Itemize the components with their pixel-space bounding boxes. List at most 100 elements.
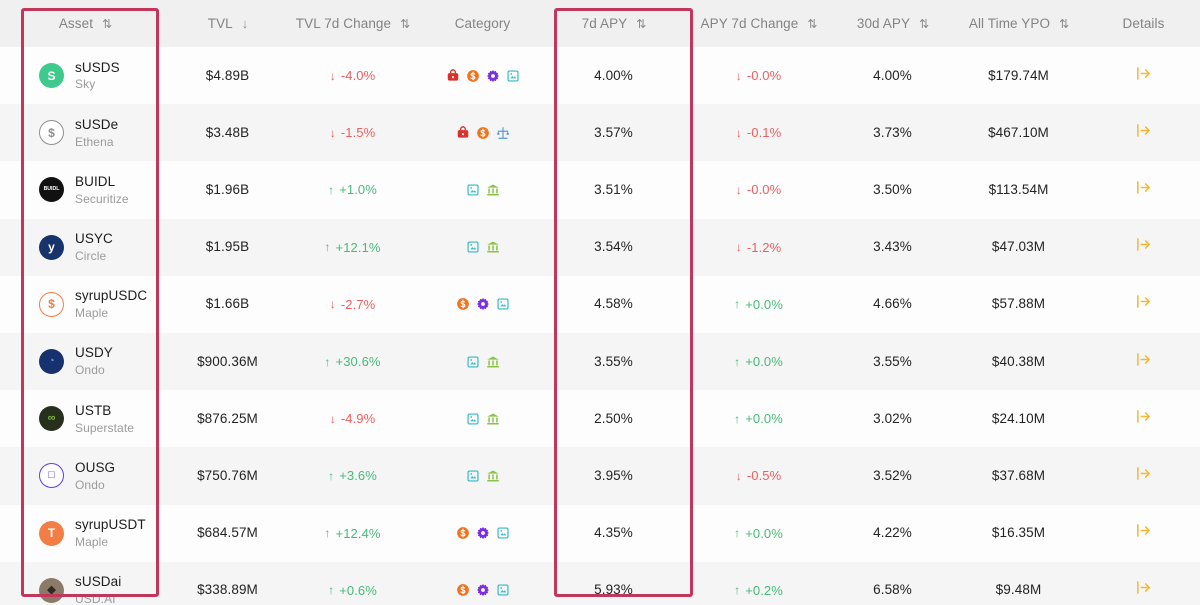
document-icon[interactable] <box>466 183 480 197</box>
bank-icon[interactable] <box>486 355 500 369</box>
sort-desc-icon[interactable]: ↓ <box>241 16 248 31</box>
table-row[interactable]: ∞ USTB Superstate $876.25M ↓ -4.9% 2.50% ↑ +0.0%… <box>0 390 1200 448</box>
cell-apy-7d-change: ↑ +0.0% <box>682 333 835 390</box>
table-row[interactable]: BUIDL BUIDL Securitize $1.96B ↑ +1.0% 3.51% ↓ -0… <box>0 161 1200 219</box>
gear-icon[interactable] <box>476 297 490 311</box>
cell-asset[interactable]: □ OUSG Ondo <box>0 447 170 504</box>
cell-asset[interactable]: BUIDL BUIDL Securitize <box>0 161 170 218</box>
cell-asset[interactable]: $ syrupUSDC Maple <box>0 276 170 333</box>
bank-icon[interactable] <box>486 240 500 254</box>
document-icon[interactable] <box>466 469 480 483</box>
document-icon[interactable] <box>466 355 480 369</box>
document-icon[interactable] <box>496 583 510 597</box>
document-icon[interactable] <box>496 526 510 540</box>
cell-details[interactable] <box>1087 276 1200 333</box>
sort-both-icon[interactable]: ⇅ <box>919 16 929 31</box>
column-header-tvl[interactable]: TVL ↓ <box>170 0 285 47</box>
column-header-tvl-7d-change-label: TVL 7d Change <box>295 16 392 31</box>
cell-details[interactable] <box>1087 505 1200 562</box>
column-header-apy-7d-change[interactable]: APY 7d Change ⇅ <box>682 0 835 47</box>
details-arrow-icon[interactable] <box>1135 522 1152 539</box>
sort-both-icon[interactable]: ⇅ <box>807 16 817 31</box>
sort-both-icon[interactable]: ⇅ <box>102 16 112 31</box>
asset-symbol: syrupUSDC <box>75 288 148 304</box>
bank-icon[interactable] <box>486 469 500 483</box>
cell-asset[interactable]: ∞ USTB Superstate <box>0 390 170 447</box>
gear-icon[interactable] <box>476 583 490 597</box>
details-arrow-icon[interactable] <box>1135 65 1152 82</box>
details-arrow-icon[interactable] <box>1135 122 1152 139</box>
trend-down-icon: ↓ <box>735 468 742 483</box>
ustb-logo: ∞ <box>39 406 64 432</box>
asset-cell[interactable]: ◔ USDY Ondo <box>0 345 170 377</box>
column-header-asset[interactable]: Asset ⇅ <box>0 0 170 47</box>
asset-cell[interactable]: BUIDL BUIDL Securitize <box>0 174 170 206</box>
sort-both-icon[interactable]: ⇅ <box>636 16 646 31</box>
column-header-tvl-7d-change[interactable]: TVL 7d Change ⇅ <box>285 0 420 47</box>
details-arrow-icon[interactable] <box>1135 408 1152 425</box>
cell-all-time-ypo: $47.03M <box>950 219 1087 276</box>
details-arrow-icon[interactable] <box>1135 236 1152 253</box>
asset-cell[interactable]: ◆ sUSDai USD.AI <box>0 574 170 605</box>
cell-details[interactable] <box>1087 104 1200 161</box>
asset-provider: Ondo <box>75 363 105 378</box>
bank-icon[interactable] <box>486 412 500 426</box>
cell-details[interactable] <box>1087 562 1200 605</box>
table-row[interactable]: $ syrupUSDC Maple $1.66B ↓ -2.7% 4.58% ↑ +0.0% 4.… <box>0 275 1200 333</box>
cell-asset[interactable]: ◔ USDY Ondo <box>0 333 170 390</box>
dollar-coin-icon[interactable] <box>466 69 480 83</box>
asset-cell[interactable]: y USYC Circle <box>0 231 170 263</box>
bank-icon[interactable] <box>486 183 500 197</box>
cell-details[interactable] <box>1087 333 1200 390</box>
asset-cell[interactable]: $ syrupUSDC Maple <box>0 288 170 320</box>
cell-details[interactable] <box>1087 47 1200 104</box>
column-header-30d-apy[interactable]: 30d APY ⇅ <box>835 0 950 47</box>
dollar-coin-icon[interactable] <box>456 297 470 311</box>
details-arrow-icon[interactable] <box>1135 465 1152 482</box>
cell-asset[interactable]: ◆ sUSDai USD.AI <box>0 562 170 605</box>
sort-both-icon[interactable]: ⇅ <box>400 16 410 31</box>
asset-cell[interactable]: ∞ USTB Superstate <box>0 403 170 435</box>
document-icon[interactable] <box>496 297 510 311</box>
vault-icon[interactable] <box>446 68 460 83</box>
cell-details[interactable] <box>1087 219 1200 276</box>
asset-cell[interactable]: $ sUSDe Ethena <box>0 117 170 149</box>
column-header-category[interactable]: Category <box>420 0 545 47</box>
table-row[interactable]: y USYC Circle $1.95B ↑ +12.1% 3.54% ↓ -1.2% 3.43%… <box>0 218 1200 276</box>
document-icon[interactable] <box>506 69 520 83</box>
vault-icon[interactable] <box>456 125 470 140</box>
dollar-coin-icon[interactable] <box>476 126 490 140</box>
cell-details[interactable] <box>1087 447 1200 504</box>
table-row[interactable]: ◆ sUSDai USD.AI $338.89M ↑ +0.6% 5.93% ↑ +0.2% 6.… <box>0 561 1200 605</box>
table-row[interactable]: □ OUSG Ondo $750.76M ↑ +3.6% 3.95% ↓ -0.5% 3.52% $… <box>0 447 1200 505</box>
tvl-7d-change-text: +0.6% <box>339 582 377 598</box>
dollar-coin-icon[interactable] <box>456 583 470 597</box>
details-arrow-icon[interactable] <box>1135 579 1152 596</box>
details-arrow-icon[interactable] <box>1135 293 1152 310</box>
details-arrow-icon[interactable] <box>1135 351 1152 368</box>
sort-both-icon[interactable]: ⇅ <box>1059 16 1069 31</box>
details-arrow-icon[interactable] <box>1135 179 1152 196</box>
column-header-7d-apy[interactable]: 7d APY ⇅ <box>545 0 682 47</box>
cell-details[interactable] <box>1087 161 1200 218</box>
table-row[interactable]: ◔ USDY Ondo $900.36M ↑ +30.6% 3.55% ↑ +0.0% 3.55%… <box>0 332 1200 391</box>
column-header-all-time-ypo[interactable]: All Time YPO ⇅ <box>950 0 1087 47</box>
cell-asset[interactable]: $ sUSDe Ethena <box>0 104 170 161</box>
scales-icon[interactable] <box>496 126 510 140</box>
asset-cell[interactable]: □ OUSG Ondo <box>0 460 170 492</box>
table-row[interactable]: $ sUSDe Ethena $3.48B ↓ -1.5% 3.57% ↓ -0.1% 3.73%… <box>0 104 1200 162</box>
document-icon[interactable] <box>466 412 480 426</box>
cell-details[interactable] <box>1087 390 1200 447</box>
document-icon[interactable] <box>466 240 480 254</box>
gear-icon[interactable] <box>476 526 490 540</box>
7d-apy-value: 4.00% <box>594 67 633 83</box>
dollar-coin-icon[interactable] <box>456 526 470 540</box>
gear-icon[interactable] <box>486 69 500 83</box>
cell-asset[interactable]: y USYC Circle <box>0 219 170 276</box>
